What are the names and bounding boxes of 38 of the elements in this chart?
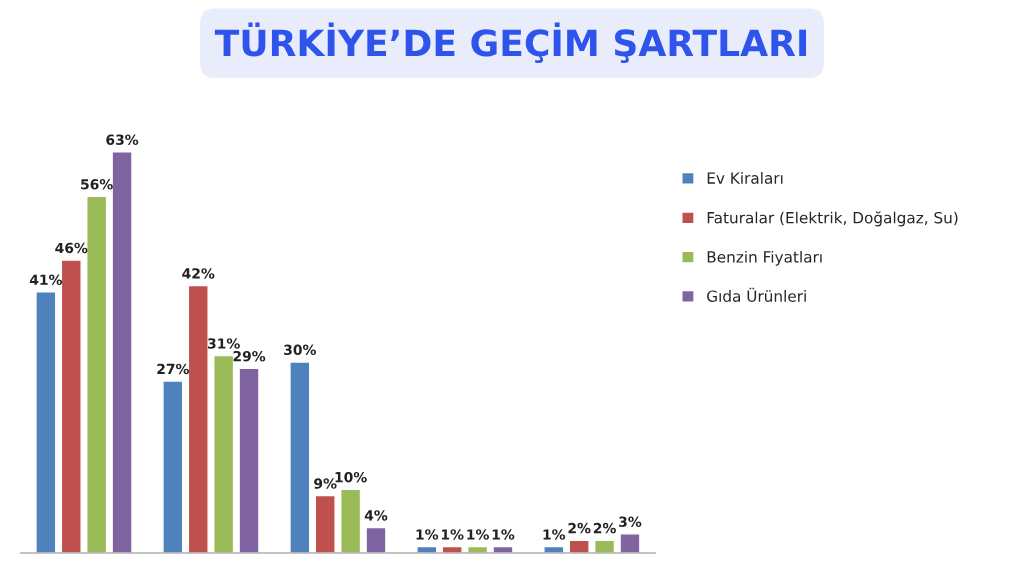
data-label: 1% (441, 529, 464, 540)
bar (187, 284, 209, 553)
bar (289, 361, 311, 553)
data-label: 42% (182, 268, 215, 279)
bar (314, 494, 336, 553)
data-label: 46% (55, 242, 88, 254)
bar (86, 195, 108, 553)
data-label: 31% (207, 338, 240, 349)
bar (60, 259, 82, 553)
legend-label: Ev Kiraları (707, 172, 783, 184)
data-label: 2% (593, 522, 616, 534)
data-label: 41% (29, 274, 63, 286)
data-label: 29% (233, 350, 266, 362)
data-label: 63% (106, 134, 139, 145)
chart-title: TÜRKİYE’DE GEÇİM ŞARTLARI (214, 22, 806, 64)
data-label: 1% (416, 529, 439, 540)
data-label: 1% (467, 529, 489, 540)
data-label: 30% (284, 344, 317, 356)
data-label: 10% (335, 471, 367, 483)
data-label: 9% (314, 478, 337, 489)
bar (619, 533, 641, 553)
data-label: 56% (81, 179, 113, 190)
legend-label: Benzin Fiyatları (707, 250, 822, 266)
legend-label: Gıda Ürünleri (707, 287, 806, 302)
legend-label: Faturalar (Elektrik, Doğalgaz, Su) (707, 211, 958, 227)
data-label: 27% (157, 363, 190, 375)
bar (365, 526, 387, 553)
data-label: 1% (492, 529, 515, 540)
bar (213, 354, 235, 553)
bar (238, 367, 260, 553)
bar (35, 291, 57, 553)
bar (111, 151, 133, 553)
data-label: 4% (364, 510, 388, 521)
bar (162, 380, 184, 553)
bar (340, 488, 362, 553)
data-label: 3% (619, 516, 642, 527)
data-label: 2% (568, 522, 591, 534)
data-label: 1% (543, 529, 566, 540)
